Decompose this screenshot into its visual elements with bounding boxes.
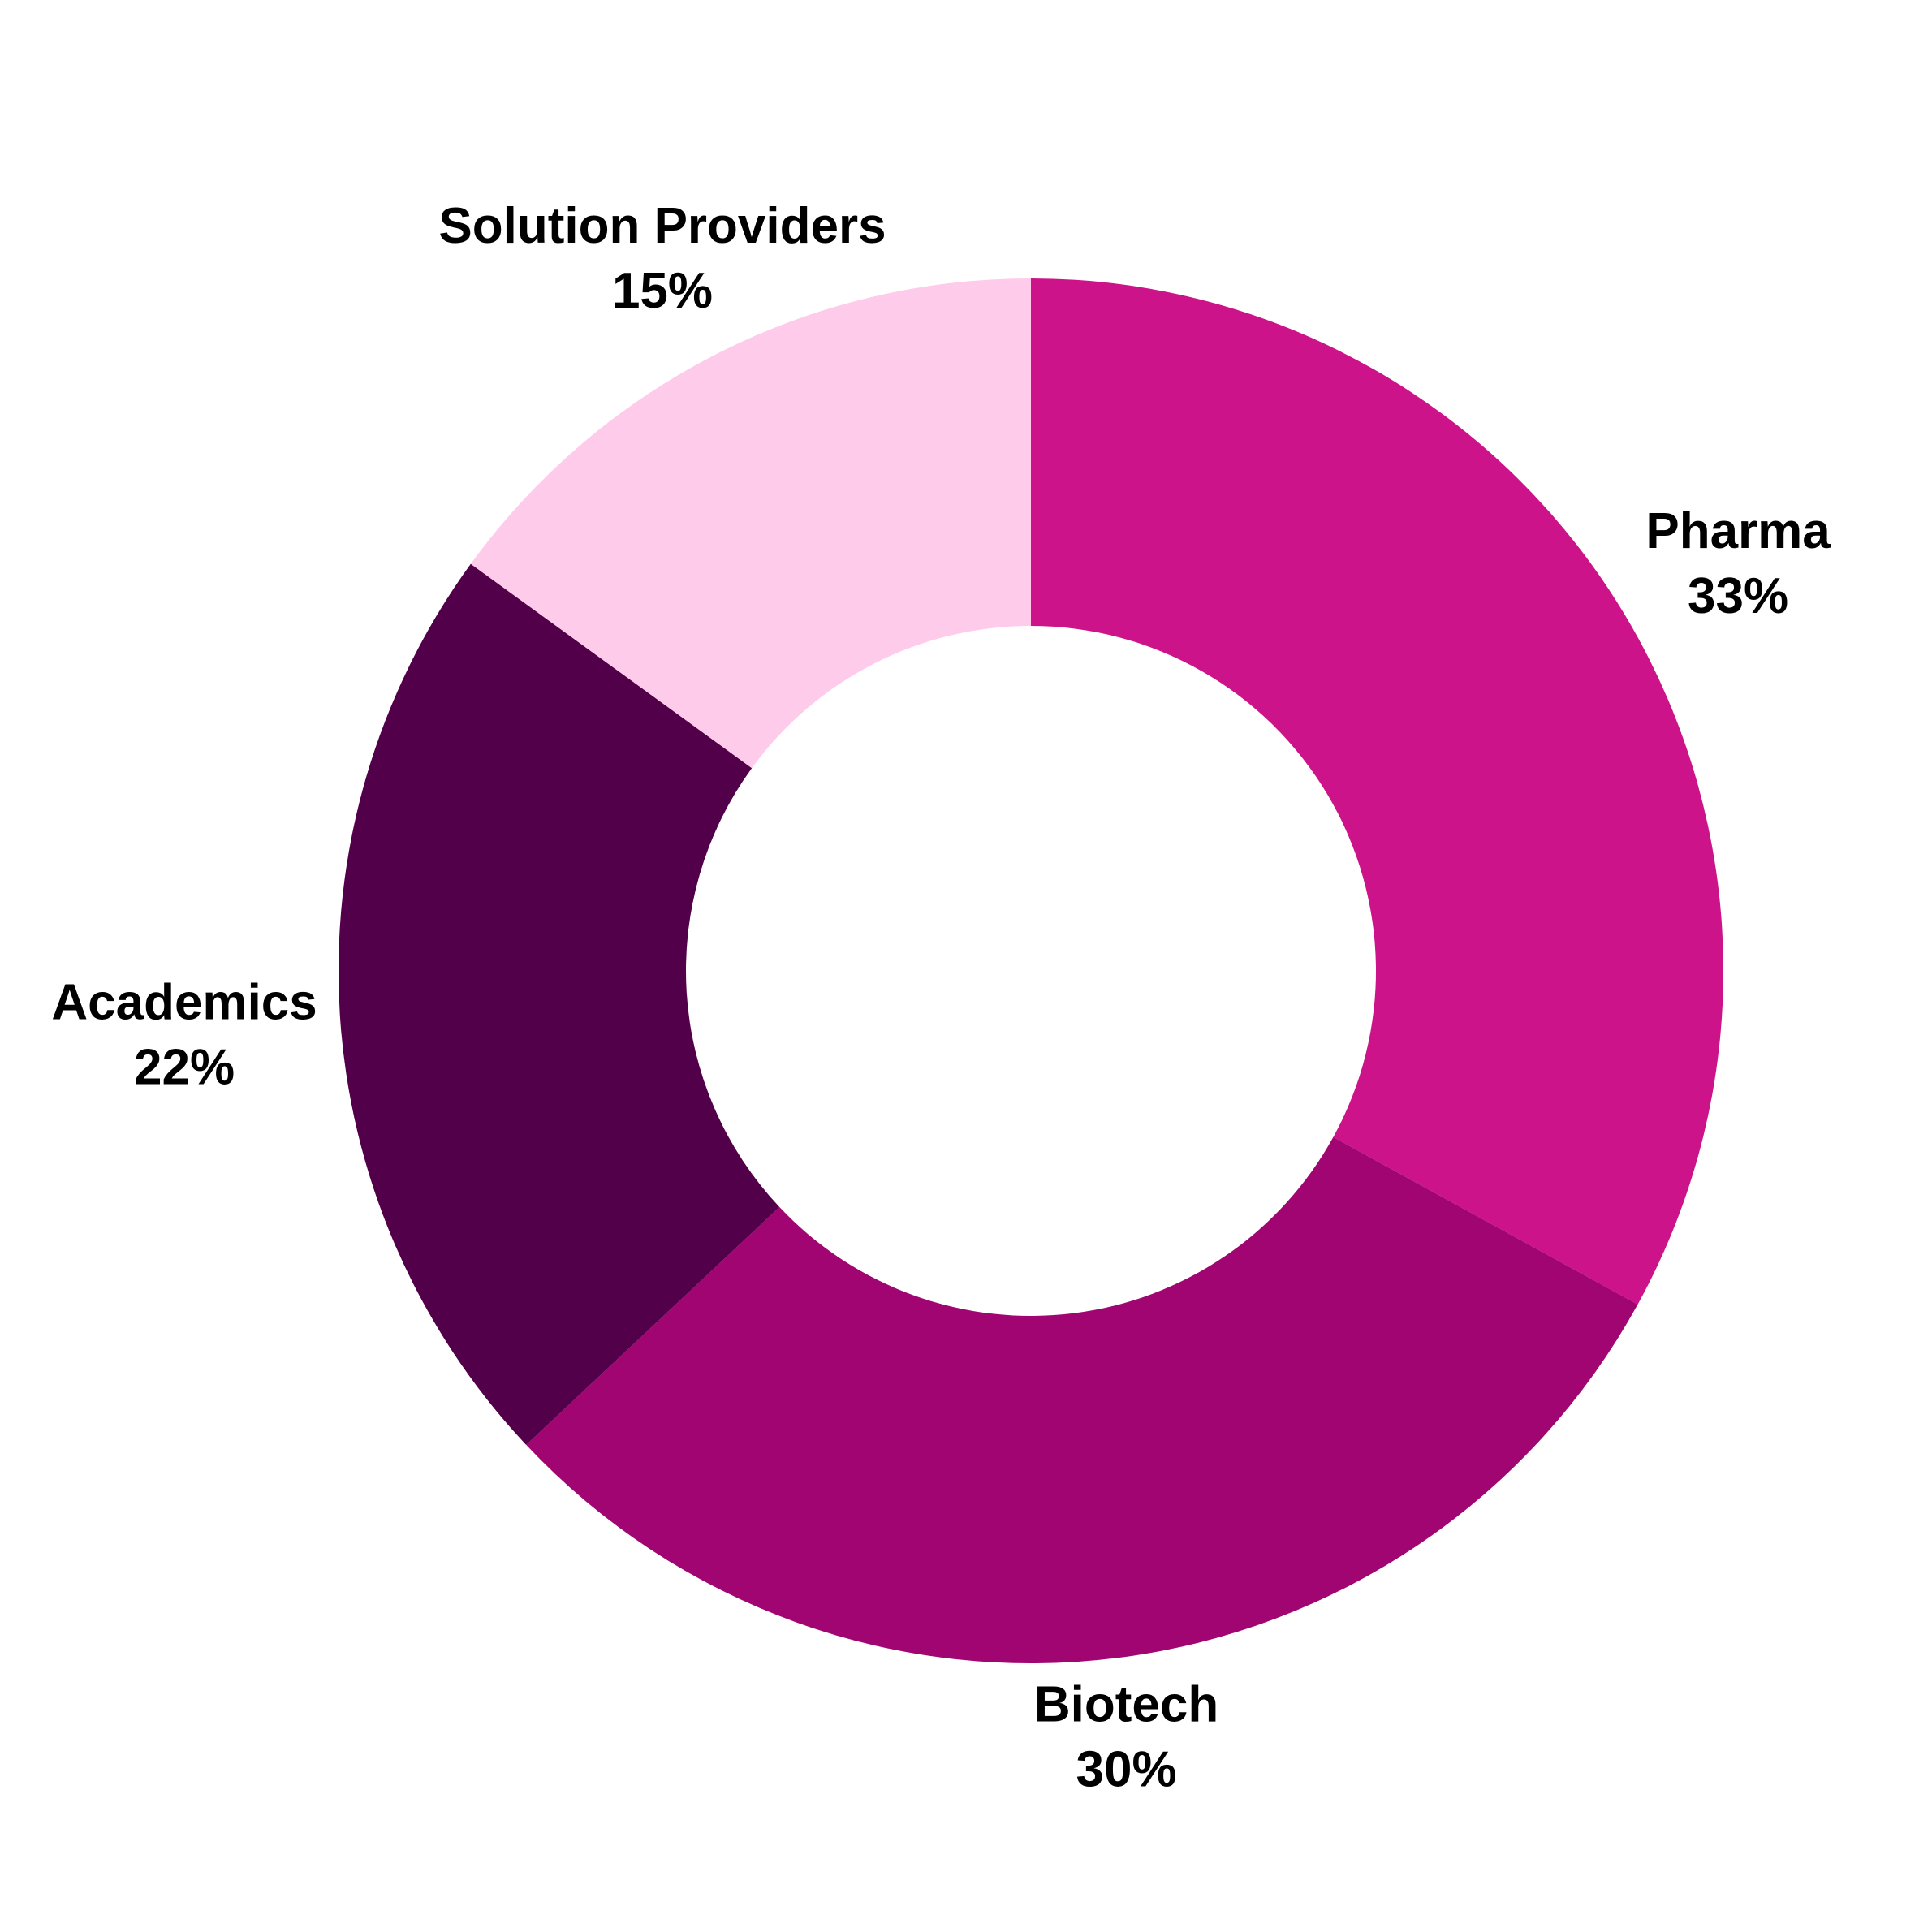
slice-label-pharma: Pharma 33% [1645,503,1831,624]
slice-biotech [526,1136,1638,1663]
slice-label-solution-providers: Solution Providers 15% [438,198,886,319]
slice-label-biotech: Biotech 30% [1034,1677,1218,1798]
slice-labels: Pharma 33% Biotech 30% Academics 22% Solution … [51,198,1831,1798]
slice-pharma [1031,278,1723,1305]
slice-value-pharma: 33% [1688,568,1788,624]
slice-category-biotech: Biotech [1034,1677,1218,1733]
slice-category-academics: Academics [51,975,317,1031]
slice-value-biotech: 30% [1076,1742,1177,1798]
slice-category-solution-providers: Solution Providers [438,198,886,254]
slice-solution-providers [470,278,1031,769]
slice-value-solution-providers: 15% [612,263,713,319]
slice-value-academics: 22% [134,1040,235,1096]
slice-label-academics: Academics 22% [51,975,317,1096]
slice-academics [338,563,780,1445]
slice-category-pharma: Pharma [1645,503,1831,559]
donut-slices [338,278,1723,1663]
